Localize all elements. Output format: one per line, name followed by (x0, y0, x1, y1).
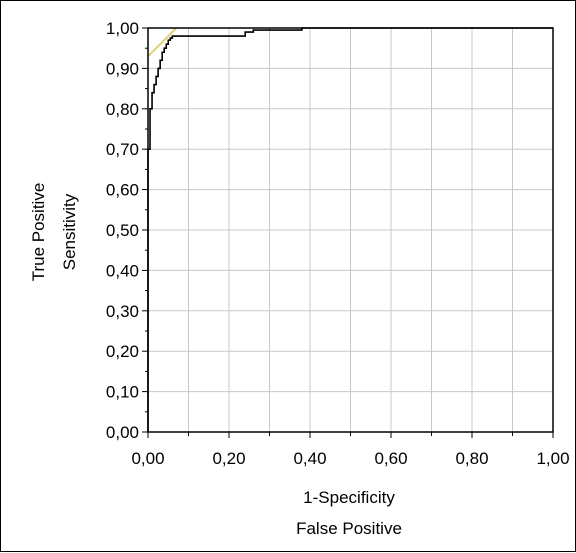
x-tick-label: 0,20 (212, 449, 245, 468)
y-tick-label: 0,00 (106, 423, 139, 442)
y-axis-label-2: Sensitivity (60, 193, 79, 270)
y-tick-label: 0,70 (106, 140, 139, 159)
y-tick-label: 0,50 (106, 221, 139, 240)
y-tick-label: 0,30 (106, 302, 139, 321)
roc-curve (147, 27, 553, 432)
y-tick-label: 1,00 (106, 19, 139, 38)
y-tick-label: 0,60 (106, 181, 139, 200)
plot-border (147, 27, 554, 433)
y-tick-label: 0,80 (106, 100, 139, 119)
y-tick-label: 0,20 (106, 342, 139, 361)
tick-labels: 0,00 0,10 0,20 0,30 0,40 0,50 0,60 0,70 0,80 0,90… (106, 19, 570, 468)
x-axis-label-2: False Positive (296, 519, 402, 538)
x-tick-label: 0,00 (131, 449, 164, 468)
x-tick-label: 0,40 (293, 449, 326, 468)
x-axis-label-1: 1-Specificity (303, 488, 395, 507)
y-axis-label-1: True Positive (29, 183, 48, 282)
x-tick-label: 0,60 (374, 449, 407, 468)
y-tick-label: 0,90 (106, 59, 139, 78)
reference-line (147, 27, 178, 57)
axes (142, 27, 554, 438)
y-tick-label: 0,10 (106, 383, 139, 402)
x-tick-label: 1,00 (536, 449, 569, 468)
x-tick-label: 0,80 (455, 449, 488, 468)
y-tick-label: 0,40 (106, 261, 139, 280)
grid (148, 28, 553, 432)
curves (147, 27, 553, 432)
